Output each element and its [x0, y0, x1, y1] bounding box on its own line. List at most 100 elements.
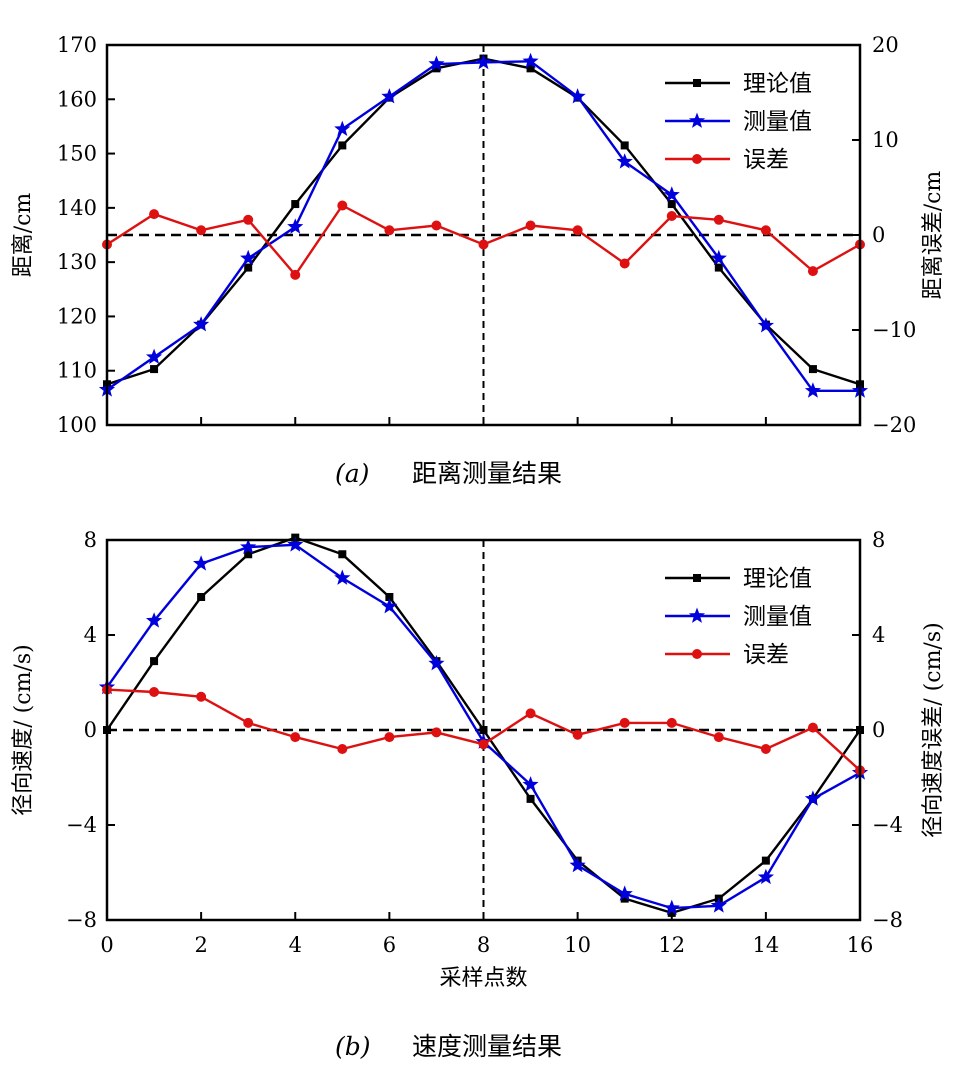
data-point [244, 550, 253, 559]
legend-label: 误差 [743, 642, 789, 668]
x-tick-label: 4 [289, 933, 302, 957]
data-point [522, 52, 539, 69]
data-point [760, 225, 771, 236]
y-tick-label: 150 [57, 142, 97, 166]
data-point [807, 266, 818, 277]
y-tick-label: 4 [84, 623, 97, 647]
data-point [804, 382, 821, 398]
data-point [526, 64, 535, 73]
data-point [808, 365, 817, 374]
data-point [240, 538, 257, 554]
data-point [526, 794, 535, 803]
data-point [431, 727, 442, 738]
data-point [522, 776, 539, 792]
data-point [337, 200, 348, 211]
y-axis-title: 径向速度/ (cm/s) [11, 644, 36, 815]
y2-tick-label: 10 [872, 128, 899, 152]
legend-marker [693, 79, 701, 87]
legend-marker [692, 649, 702, 659]
data-point [620, 894, 629, 903]
data-point [243, 214, 254, 225]
data-point [616, 153, 633, 169]
y2-tick-label: −8 [872, 908, 903, 932]
data-point [666, 211, 677, 221]
data-point [431, 220, 442, 231]
y-axis-title: 距离/cm [11, 193, 36, 278]
caption-text: 距离测量结果 [412, 459, 562, 488]
y-tick-label: 120 [57, 304, 97, 328]
legend-label: 测量值 [743, 109, 812, 135]
data-point [384, 225, 395, 236]
legend-marker [688, 112, 706, 128]
data-point [569, 856, 586, 873]
x-tick-label: 8 [477, 933, 490, 957]
data-point [761, 856, 770, 865]
data-point [804, 790, 821, 806]
data-point [478, 739, 489, 750]
y-tick-label: 8 [84, 528, 97, 552]
data-point [338, 141, 347, 150]
data-point [150, 657, 159, 666]
legend-marker [688, 607, 706, 623]
y2-tick-label: −10 [872, 318, 916, 342]
data-point [710, 249, 727, 266]
data-point [287, 218, 304, 234]
data-point [478, 239, 489, 250]
data-point [666, 717, 677, 728]
y2-tick-label: 4 [872, 623, 885, 647]
legend-label: 理论值 [743, 566, 812, 592]
y-tick-label: −8 [66, 908, 97, 932]
data-point [760, 744, 771, 754]
caption-text: 速度测量结果 [412, 1032, 562, 1061]
data-point [338, 550, 347, 559]
chart-distance: 100 110 120 130 140 150 160 170 −20 −10 0 10 20 距离/cm… [11, 33, 946, 488]
data-point [572, 225, 583, 236]
data-point [381, 598, 398, 614]
data-point [710, 897, 727, 913]
x-tick-label: 2 [194, 933, 207, 957]
y-tick-label: 110 [57, 359, 97, 383]
y2-tick-label: −4 [872, 813, 903, 837]
data-point [334, 120, 351, 136]
data-point [244, 263, 253, 272]
data-point [290, 732, 301, 743]
legend-label: 误差 [743, 147, 789, 173]
data-point [620, 141, 629, 150]
data-point [428, 55, 445, 71]
data-point [290, 269, 301, 280]
y2-tick-label: 0 [872, 718, 885, 742]
data-point [619, 717, 630, 728]
data-point [193, 316, 210, 332]
data-point [146, 612, 163, 628]
data-point [713, 732, 724, 743]
data-point [149, 687, 160, 697]
data-point [757, 317, 774, 333]
y2-tick-label: 20 [872, 33, 899, 57]
x-tick-label: 14 [753, 933, 780, 957]
y2-tick-label: 8 [872, 528, 885, 552]
data-point [197, 593, 206, 601]
y-tick-label: −4 [66, 813, 97, 837]
data-point [663, 899, 680, 915]
y-tick-label: 160 [57, 87, 97, 111]
data-point [432, 64, 441, 73]
data-point [428, 655, 445, 671]
data-point [240, 249, 257, 266]
data-point [243, 717, 254, 728]
y2-axis-title: 距离误差/cm [921, 171, 946, 300]
data-point [291, 200, 300, 209]
y-tick-label: 100 [57, 413, 97, 437]
data-point [663, 186, 680, 202]
x-tick-label: 6 [383, 933, 396, 957]
legend-label: 理论值 [743, 71, 812, 97]
data-point [757, 868, 774, 885]
data-point [525, 220, 536, 231]
data-point [149, 209, 160, 220]
caption-label: (a) [335, 459, 369, 488]
y2-axis-title: 径向速度误差/ (cm/s) [921, 622, 946, 837]
data-point [572, 729, 583, 740]
y-tick-label: 0 [84, 718, 97, 742]
data-point [385, 593, 394, 601]
x-tick-label: 0 [100, 933, 113, 957]
